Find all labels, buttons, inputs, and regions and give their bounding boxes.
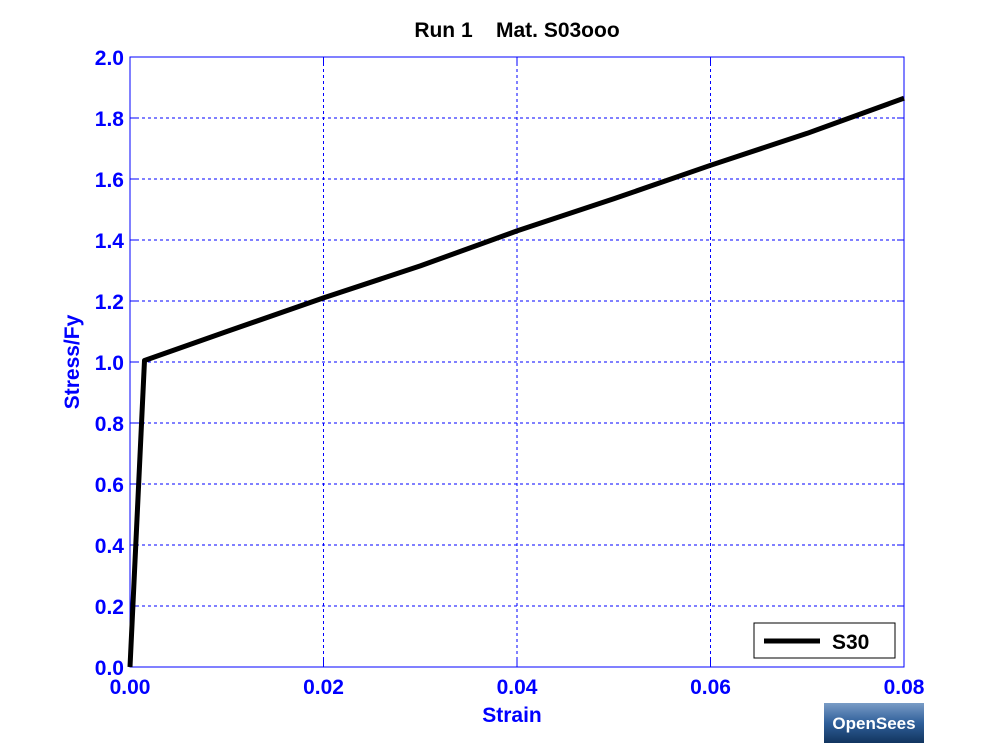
y-tick-label: 0.8 (95, 413, 125, 436)
series (127, 95, 905, 668)
logo-background (824, 703, 924, 743)
chart-title: Run 1 Mat. S03ooo (414, 19, 619, 42)
y-tick-label: 1.2 (95, 291, 124, 314)
grid (130, 57, 904, 667)
x-axis-title: Strain (482, 704, 542, 727)
x-tick-label: 0.02 (303, 676, 344, 699)
legend: S30 (753, 622, 896, 659)
y-tick-label: 0.4 (95, 535, 125, 558)
y-tick-label: 0.2 (95, 596, 124, 619)
x-tick-label: 0.00 (110, 676, 151, 699)
y-tick-label: 0.6 (95, 474, 124, 497)
y-tick-label: 0.0 (95, 657, 124, 680)
y-tick-label: 1.4 (95, 230, 125, 253)
y-tick-label: 1.8 (95, 108, 125, 131)
y-tick-label: 2.0 (95, 47, 124, 70)
logo-text: OpenSees (832, 714, 915, 733)
x-tick-label: 0.04 (497, 676, 538, 699)
series-line-s30 (127, 95, 905, 668)
y-axis-title: Stress/Fy (61, 314, 84, 409)
x-tick-label: 0.08 (884, 676, 925, 699)
x-tick-label: 0.06 (690, 676, 731, 699)
y-tick-label: 1.6 (95, 169, 124, 192)
y-tick-label: 1.0 (95, 352, 124, 375)
ticks: 0.00 0.02 0.04 0.06 0.08 0.0 0.2 0.4 0.6 0.8 1.0 1.… (95, 47, 925, 699)
legend-label-s30: S30 (832, 631, 869, 654)
opensees-logo: OpenSees (824, 703, 924, 743)
